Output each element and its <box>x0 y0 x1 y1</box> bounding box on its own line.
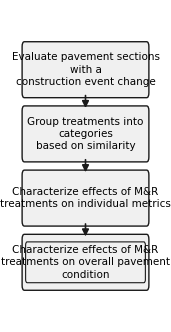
FancyBboxPatch shape <box>22 106 149 162</box>
Text: Evaluate pavement sections with a
construction event change: Evaluate pavement sections with a constr… <box>11 52 160 87</box>
FancyBboxPatch shape <box>22 170 149 226</box>
Text: Characterize effects of M&R
treatments on individual metrics: Characterize effects of M&R treatments o… <box>0 187 171 209</box>
Text: Group treatments into categories
based on similarity: Group treatments into categories based o… <box>27 117 144 151</box>
FancyBboxPatch shape <box>22 42 149 98</box>
FancyBboxPatch shape <box>22 234 149 290</box>
Text: Characterize effects of M&R
treatments on overall pavement
condition: Characterize effects of M&R treatments o… <box>1 245 170 280</box>
